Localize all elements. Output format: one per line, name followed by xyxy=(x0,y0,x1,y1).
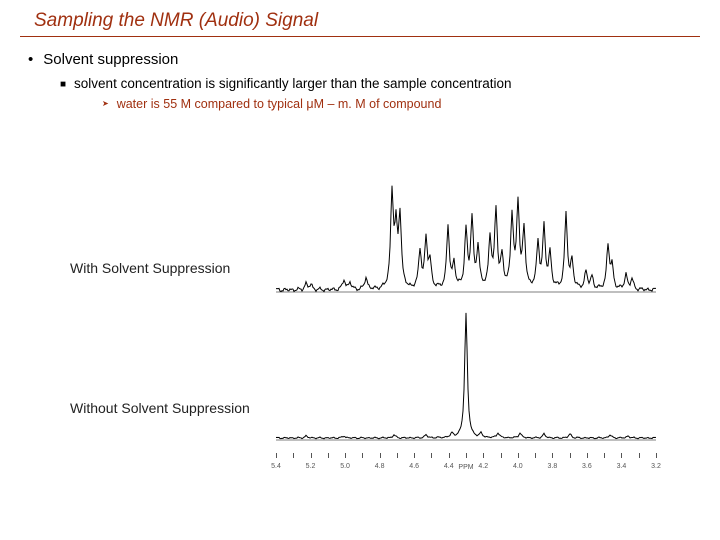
axis-tick xyxy=(380,453,381,458)
spectrum-bottom-svg xyxy=(276,308,656,448)
label-with-suppression: With Solvent Suppression xyxy=(70,260,230,276)
axis-tick xyxy=(552,453,553,458)
bullet2-text: solvent concentration is significantly l… xyxy=(74,76,512,91)
axis-tick-label: 5.4 xyxy=(271,463,281,470)
ppm-axis: 5.45.25.04.84.64.44.24.03.83.63.43.2 xyxy=(276,448,656,464)
axis-tick xyxy=(328,453,329,458)
bullet-level-1: • Solvent suppression xyxy=(0,37,720,68)
axis-tick xyxy=(518,453,519,458)
axis-tick xyxy=(483,453,484,458)
label-without-suppression: Without Solvent Suppression xyxy=(70,400,250,416)
axis-tick xyxy=(621,453,622,458)
axis-tick-label: 4.0 xyxy=(513,463,523,470)
axis-tick xyxy=(311,453,312,458)
axis-tick xyxy=(414,453,415,458)
slide-title: Sampling the NMR (Audio) Signal xyxy=(0,0,720,36)
axis-tick xyxy=(293,453,294,458)
axis-tick-label: 3.2 xyxy=(651,463,661,470)
axis-tick xyxy=(449,453,450,458)
axis-tick xyxy=(362,453,363,458)
axis-tick xyxy=(604,453,605,458)
axis-tick xyxy=(431,453,432,458)
axis-tick xyxy=(656,453,657,458)
spectrum-figure: 5.45.25.04.84.64.44.24.03.83.63.43.2 PPM xyxy=(276,160,676,500)
spectrum-bottom xyxy=(276,308,656,448)
axis-tick-label: 5.2 xyxy=(306,463,316,470)
spectrum-top-svg xyxy=(276,160,656,300)
axis-tick xyxy=(276,453,277,458)
bullet-dot-icon: • xyxy=(28,51,33,68)
axis-tick xyxy=(466,453,467,458)
bullet-square-icon: ■ xyxy=(60,79,66,90)
axis-tick xyxy=(501,453,502,458)
bullet-level-2: ■ solvent concentration is significantly … xyxy=(0,68,720,91)
axis-tick-label: 4.6 xyxy=(409,463,419,470)
bullet3-text: water is 55 M compared to typical μM – m… xyxy=(117,97,442,111)
axis-tick-label: 3.6 xyxy=(582,463,592,470)
bullet1-text: Solvent suppression xyxy=(43,51,178,68)
axis-tick xyxy=(587,453,588,458)
axis-tick-label: 4.8 xyxy=(375,463,385,470)
axis-tick xyxy=(535,453,536,458)
axis-tick-label: 4.4 xyxy=(444,463,454,470)
bullet-level-3: ➤ water is 55 M compared to typical μM – … xyxy=(0,91,720,111)
axis-tick-label: 5.0 xyxy=(340,463,350,470)
axis-tick xyxy=(345,453,346,458)
axis-tick-label: 3.4 xyxy=(617,463,627,470)
axis-tick-label: 4.2 xyxy=(478,463,488,470)
axis-tick xyxy=(639,453,640,458)
axis-tick xyxy=(570,453,571,458)
bullet-triangle-icon: ➤ xyxy=(102,99,109,108)
axis-tick-label: 3.8 xyxy=(547,463,557,470)
spectrum-top xyxy=(276,160,656,300)
axis-tick xyxy=(397,453,398,458)
ppm-axis-label: PPM xyxy=(276,464,656,471)
